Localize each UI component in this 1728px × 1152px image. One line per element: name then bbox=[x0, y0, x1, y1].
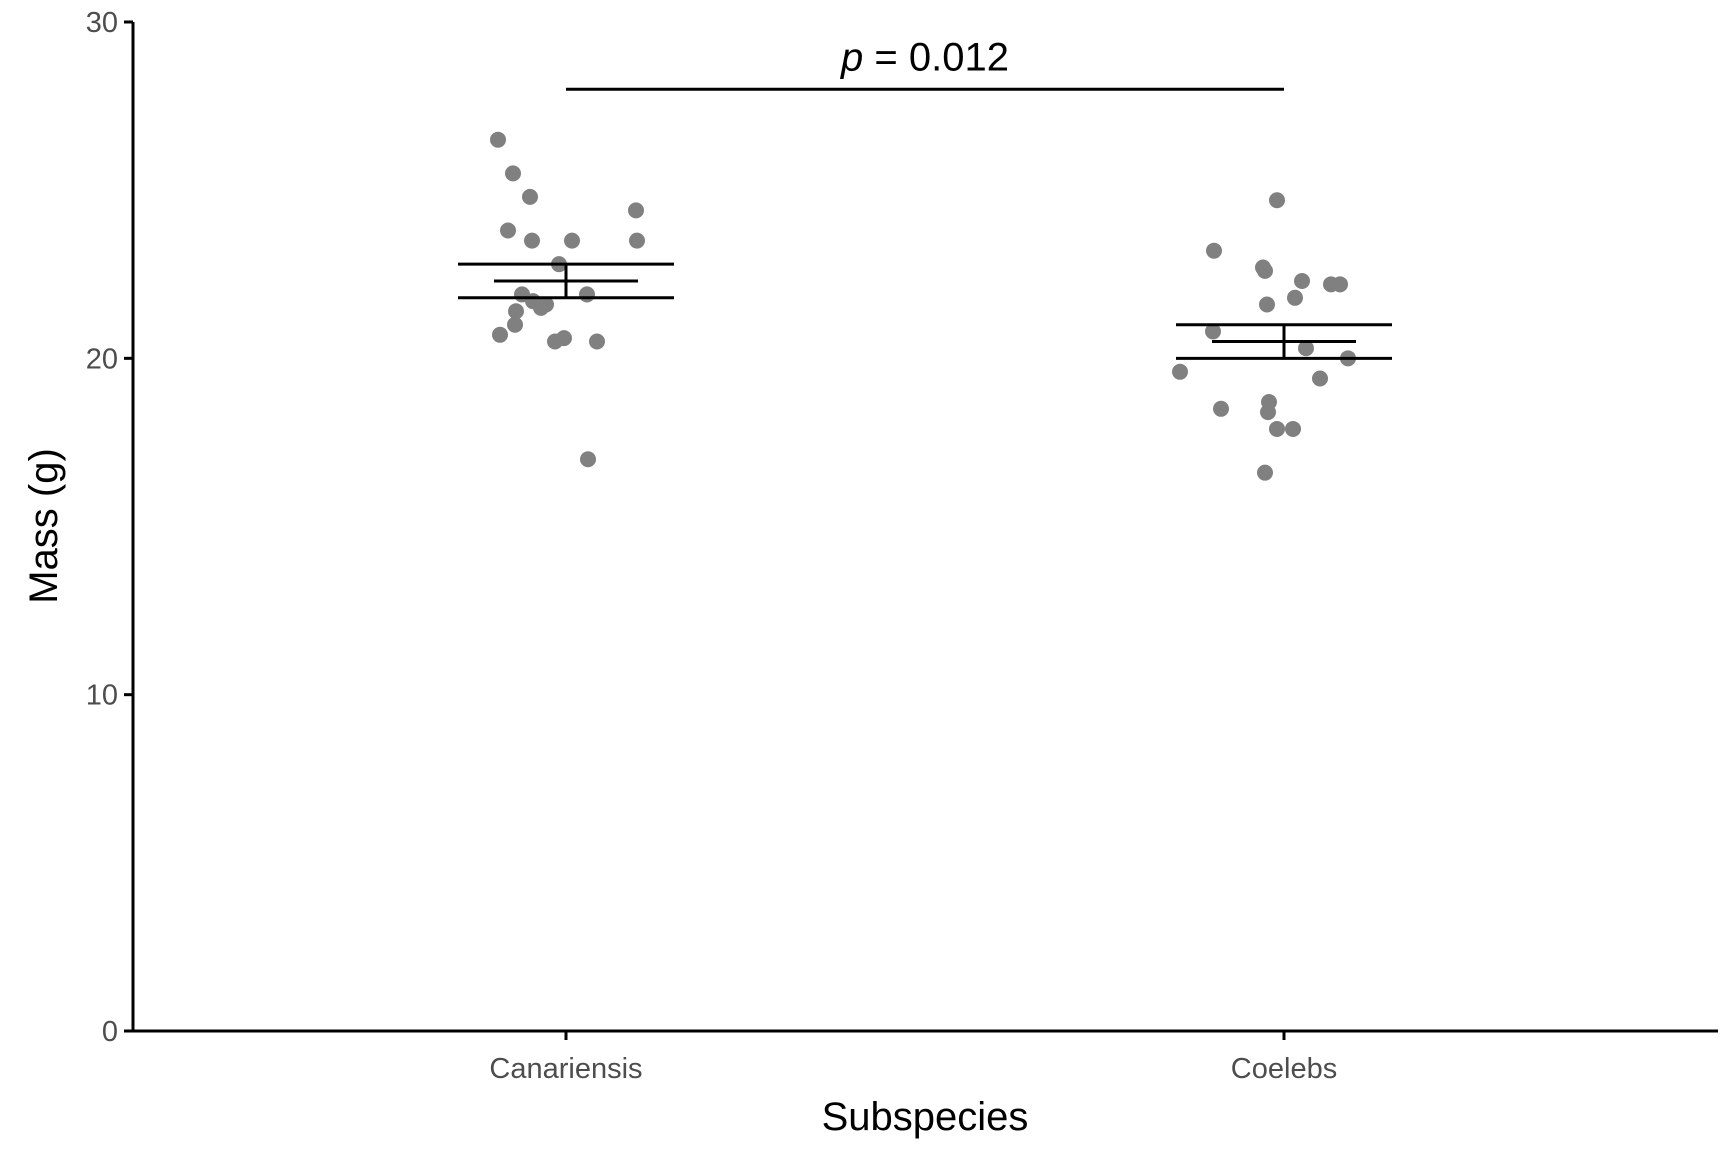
data-point bbox=[1312, 370, 1328, 387]
data-point bbox=[508, 303, 524, 320]
data-point bbox=[1205, 323, 1221, 340]
p-value: = 0.012 bbox=[863, 35, 1009, 79]
data-point bbox=[589, 333, 605, 350]
x-axis-ticks: Canariensis Coelebs bbox=[489, 1031, 1337, 1085]
data-point bbox=[1213, 400, 1229, 417]
p-symbol: p bbox=[840, 35, 863, 79]
data-point bbox=[1260, 404, 1276, 421]
data-point bbox=[629, 232, 645, 249]
data-point bbox=[1294, 272, 1310, 289]
data-point bbox=[533, 299, 549, 316]
data-point bbox=[1298, 340, 1314, 357]
data-point bbox=[500, 222, 516, 239]
data-point bbox=[564, 232, 580, 249]
p-value-annotation: p = 0.012 bbox=[840, 35, 1009, 79]
data-point bbox=[1172, 363, 1188, 380]
data-point bbox=[547, 333, 563, 350]
y-tick-label: 30 bbox=[86, 7, 118, 39]
y-axis-ticks: 0 10 20 30 bbox=[86, 7, 133, 1048]
data-point bbox=[1285, 420, 1301, 437]
data-point bbox=[490, 131, 506, 148]
y-axis-title: Mass (g) bbox=[22, 448, 66, 604]
data-point bbox=[1287, 289, 1303, 306]
y-tick-label: 10 bbox=[86, 680, 118, 712]
data-point bbox=[1269, 420, 1285, 437]
data-point bbox=[507, 316, 523, 333]
data-point bbox=[1206, 242, 1222, 259]
data-point bbox=[1323, 276, 1339, 293]
data-point bbox=[1257, 464, 1273, 481]
data-point bbox=[522, 188, 538, 205]
data-point bbox=[1259, 296, 1275, 313]
data-point bbox=[628, 202, 644, 219]
data-point bbox=[1257, 262, 1273, 279]
data-point bbox=[524, 232, 540, 249]
data-point bbox=[492, 326, 508, 343]
chart-marks bbox=[458, 131, 1392, 481]
x-tick-label: Coelebs bbox=[1231, 1053, 1337, 1085]
y-tick-label: 0 bbox=[102, 1016, 118, 1048]
data-point bbox=[1269, 192, 1285, 209]
data-point bbox=[579, 286, 595, 303]
data-point bbox=[505, 165, 521, 182]
x-tick-label: Canariensis bbox=[489, 1053, 642, 1085]
data-point bbox=[580, 451, 596, 468]
x-axis-title: Subspecies bbox=[822, 1095, 1029, 1139]
y-tick-label: 20 bbox=[86, 343, 118, 375]
